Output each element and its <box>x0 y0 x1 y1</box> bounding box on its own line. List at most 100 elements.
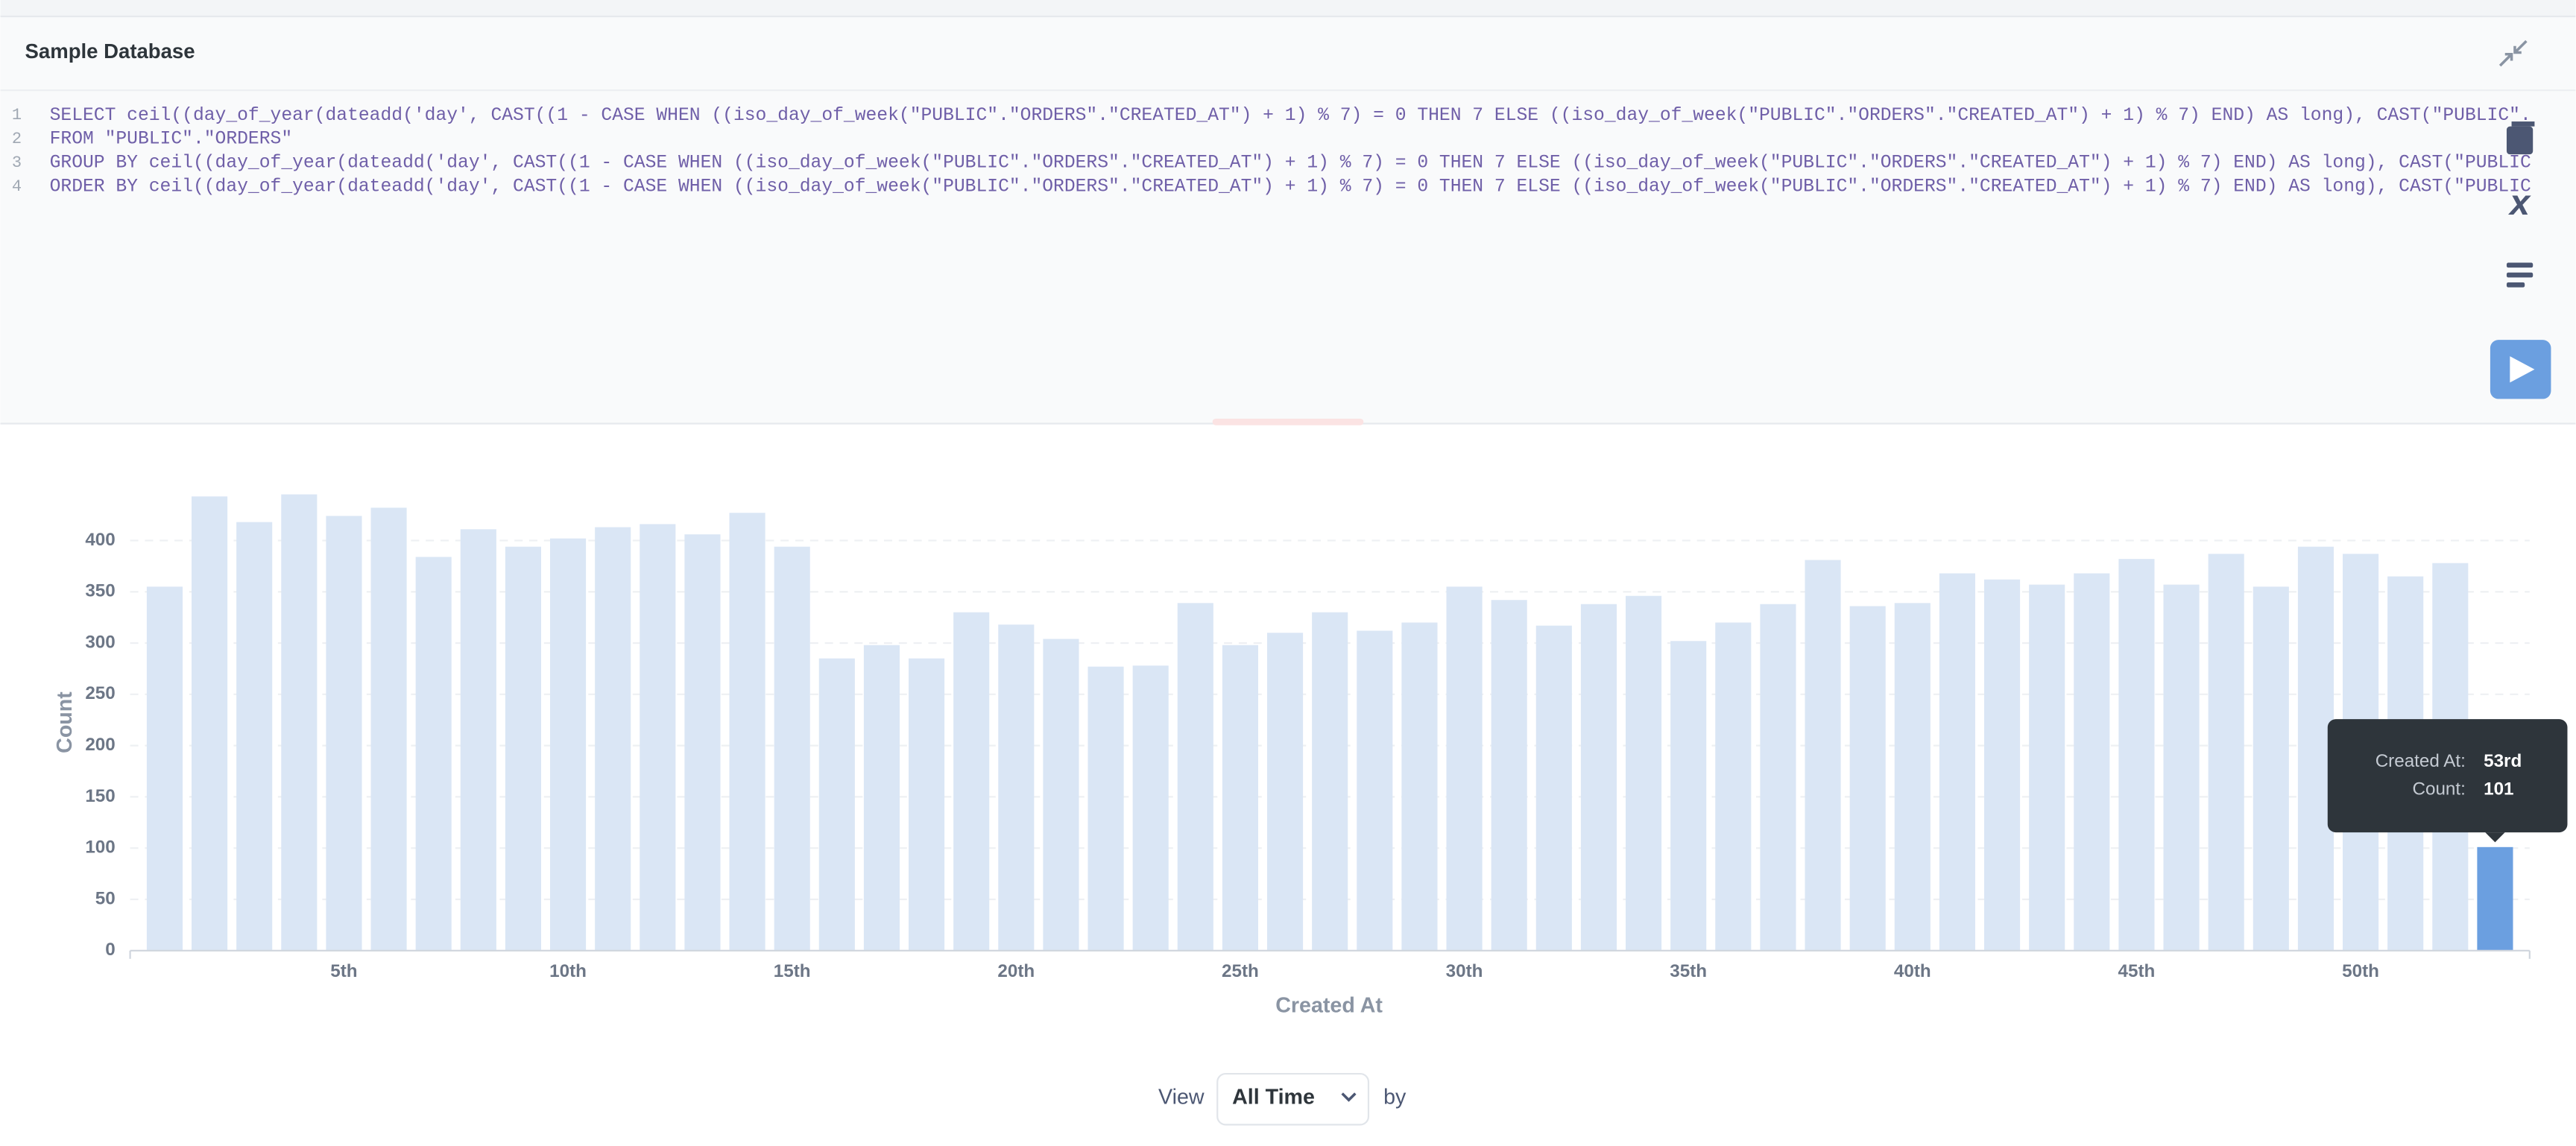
bar[interactable] <box>1177 603 1213 951</box>
code-line: SELECT ceil((day_of_year(dateadd('day', … <box>50 105 2531 126</box>
y-tick-label: 100 <box>85 838 115 858</box>
x-tick-label: 35th <box>1670 961 1707 981</box>
bar[interactable] <box>2208 554 2244 951</box>
collapse-icon[interactable] <box>2498 39 2528 67</box>
bar[interactable] <box>1087 666 1124 951</box>
bar[interactable] <box>953 612 990 951</box>
bar[interactable] <box>1670 641 1707 951</box>
bar[interactable] <box>505 546 541 951</box>
bar[interactable] <box>415 557 452 951</box>
tooltip-label: Count: <box>2413 779 2466 799</box>
bar[interactable] <box>1626 595 1662 951</box>
bar[interactable] <box>1849 606 1886 951</box>
bar[interactable] <box>1222 645 1258 951</box>
bar[interactable] <box>684 534 721 951</box>
y-axis-label: Count <box>53 691 77 753</box>
x-tick-label: 40th <box>1894 961 1931 981</box>
tooltip-arrow <box>2485 832 2505 843</box>
y-tick-label: 350 <box>85 581 115 601</box>
y-tick-label: 0 <box>105 940 115 960</box>
x-tick-label: 5th <box>330 961 357 981</box>
tooltip-value: 101 <box>2484 779 2513 799</box>
bar[interactable] <box>1446 586 1483 951</box>
x-tick-label: 45th <box>2118 961 2156 981</box>
bar[interactable] <box>192 496 228 951</box>
bar[interactable] <box>1267 633 1304 951</box>
y-tick-label: 200 <box>85 735 115 755</box>
y-tick-label: 50 <box>95 888 116 908</box>
bar[interactable] <box>2477 846 2513 951</box>
bar[interactable] <box>460 529 496 951</box>
line-number: 1 <box>12 106 22 124</box>
x-tick-label: 25th <box>1222 961 1259 981</box>
by-label: by <box>1383 1086 1407 1109</box>
period-value[interactable]: All Time <box>1232 1086 1315 1109</box>
bar[interactable] <box>595 527 631 951</box>
bar[interactable] <box>281 494 318 951</box>
x-tick-label: 15th <box>774 961 811 981</box>
bar[interactable] <box>146 586 183 951</box>
bar[interactable] <box>1401 622 1438 951</box>
bar[interactable] <box>370 507 407 951</box>
bar[interactable] <box>2118 559 2155 951</box>
bar[interactable] <box>1312 612 1348 951</box>
bar[interactable] <box>2074 573 2110 951</box>
bar[interactable] <box>1760 604 1796 951</box>
bar[interactable] <box>550 538 587 951</box>
bar[interactable] <box>818 658 855 951</box>
tooltip <box>2327 719 2568 833</box>
bar[interactable] <box>1984 579 2021 951</box>
bar[interactable] <box>326 516 362 951</box>
format-icon[interactable] <box>2506 262 2534 288</box>
bar[interactable] <box>640 524 676 951</box>
tooltip-value: 53rd <box>2484 751 2522 771</box>
chart: 0 50 100 150 200 250 300 350 400 Count Created At 5… <box>53 494 2568 1017</box>
bar[interactable] <box>1715 622 1752 951</box>
line-number: 4 <box>12 177 22 196</box>
y-tick-label: 150 <box>85 786 115 806</box>
bar[interactable] <box>2163 584 2200 951</box>
y-tick-label: 300 <box>85 632 115 652</box>
view-label: View <box>1158 1086 1205 1109</box>
editor-panel <box>0 16 2576 424</box>
line-number: 2 <box>12 130 22 148</box>
bar[interactable] <box>236 522 273 951</box>
bar[interactable] <box>998 624 1035 951</box>
bar[interactable] <box>1491 600 1527 951</box>
run-button[interactable] <box>2490 340 2551 399</box>
tooltip-label: Created At: <box>2375 751 2466 771</box>
database-name[interactable]: Sample Database <box>25 39 195 63</box>
bar[interactable] <box>1939 573 1975 951</box>
bar[interactable] <box>1043 639 1079 951</box>
bar[interactable] <box>1357 630 1393 951</box>
bar[interactable] <box>909 658 945 951</box>
x-tick-label: 50th <box>2342 961 2379 981</box>
snippets-icon[interactable] <box>2506 121 2535 155</box>
bar[interactable] <box>2029 584 2065 951</box>
bar[interactable] <box>774 546 810 951</box>
x-axis-label: Created At <box>1275 993 1383 1017</box>
bar[interactable] <box>1535 625 1572 951</box>
x-tick-label: 30th <box>1446 961 1483 981</box>
code-line: ORDER BY ceil((day_of_year(dateadd('day'… <box>50 177 2531 197</box>
y-tick-label: 250 <box>85 683 115 703</box>
bar[interactable] <box>2253 586 2289 951</box>
resize-handle[interactable] <box>1212 418 1364 425</box>
top-strip <box>0 0 2576 17</box>
code-line: GROUP BY ceil((day_of_year(dateadd('day'… <box>50 153 2531 174</box>
line-number: 3 <box>12 153 22 172</box>
y-tick-label: 400 <box>85 530 115 550</box>
code-editor[interactable]: 1 SELECT ceil((day_of_year(dateadd('day',… <box>12 105 2531 197</box>
code-line: FROM "PUBLIC"."ORDERS" <box>50 129 293 150</box>
variables-icon[interactable]: x <box>2507 183 2531 223</box>
x-tick-label: 10th <box>549 961 587 981</box>
bar[interactable] <box>1132 665 1169 951</box>
bar[interactable] <box>1894 603 1931 951</box>
bar[interactable] <box>729 513 765 951</box>
bar[interactable] <box>1580 604 1617 951</box>
period-select[interactable]: All Time <box>1216 1072 1370 1126</box>
x-tick-label: 20th <box>997 961 1035 981</box>
bar[interactable] <box>863 645 900 951</box>
bar[interactable] <box>1805 560 1841 951</box>
